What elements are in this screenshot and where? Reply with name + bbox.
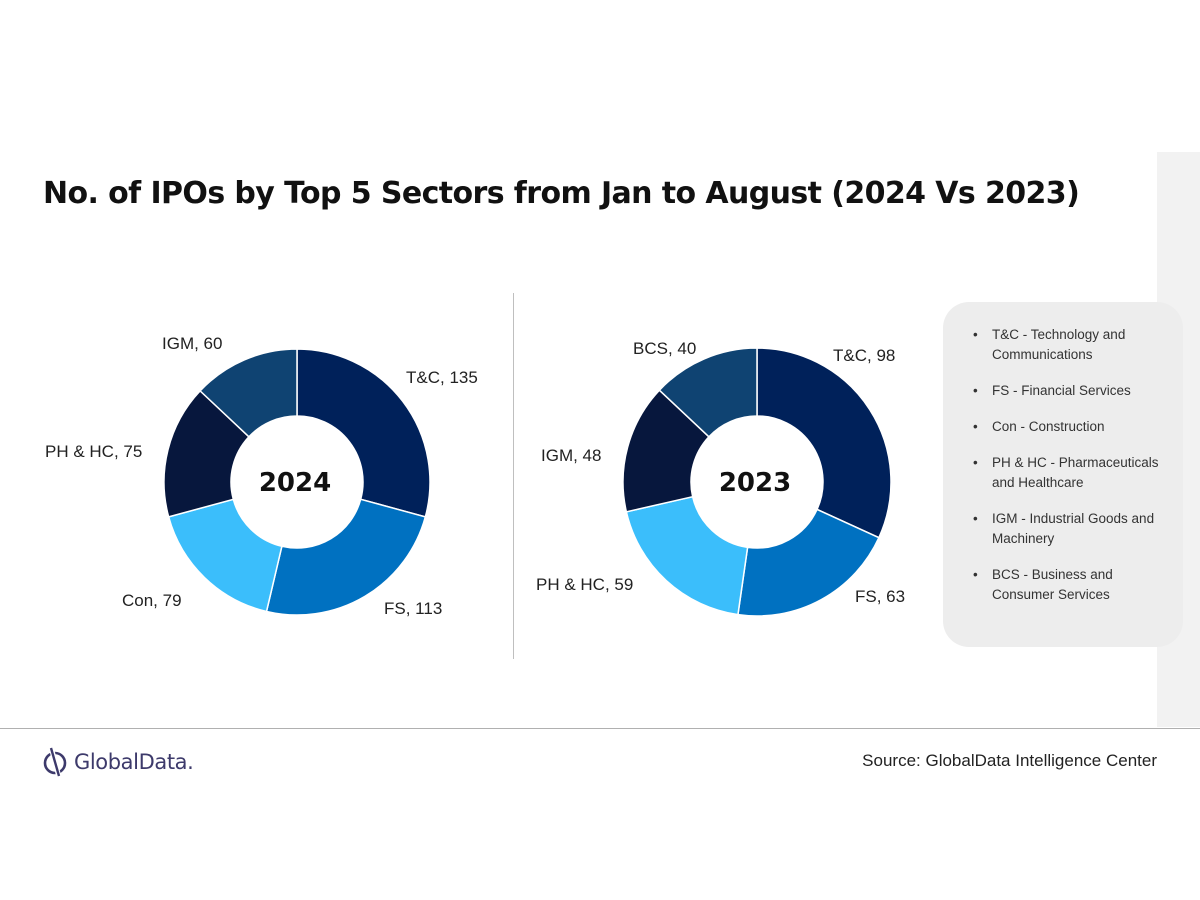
donut-center-label-2023: 2023 [719, 468, 791, 498]
logo-text: GlobalData. [74, 750, 194, 774]
slice-label-2024-tc: T&C, 135 [406, 368, 478, 387]
footer-divider [0, 728, 1200, 729]
legend-item-tc: T&C - Technology and Communications [973, 325, 1162, 365]
slice-label-2024-phhc: PH & HC, 75 [45, 442, 142, 461]
legend-item-bcs: BCS - Business and Consumer Services [973, 565, 1162, 605]
globaldata-logo-icon [43, 746, 67, 778]
legend-item-fs: FS - Financial Services [973, 381, 1162, 401]
legend-list: T&C - Technology and Communications FS -… [973, 325, 1169, 605]
slice-label-2023-fs: FS, 63 [855, 587, 905, 606]
abbreviation-legend: T&C - Technology and Communications FS -… [943, 302, 1183, 647]
donut-slice-2023-tc [756, 347, 892, 539]
donut-slice-2023-phhc [625, 495, 749, 616]
donut-slice-2023-bcs [658, 347, 758, 438]
chart-divider [513, 293, 514, 659]
slice-label-2024-con: Con, 79 [122, 591, 182, 610]
donut-center-label-2024: 2024 [259, 468, 331, 498]
donut-slice-2024-tc [296, 348, 431, 518]
slice-label-2024-igm: IGM, 60 [162, 334, 222, 353]
donut-slice-2024-igm [199, 348, 298, 438]
chart-title: No. of IPOs by Top 5 Sectors from Jan to… [43, 176, 1080, 211]
slice-label-2023-tc: T&C, 98 [833, 346, 895, 365]
globaldata-logo: GlobalData. [42, 745, 194, 779]
legend-item-con: Con - Construction [973, 417, 1162, 437]
donut-slice-2024-fs [265, 498, 427, 616]
donut-slice-2024-con [167, 498, 283, 613]
donut-slice-2024-phhc [163, 389, 250, 518]
legend-item-phhc: PH & HC - Pharmaceuticals and Healthcare [973, 453, 1162, 493]
slice-label-2023-igm: IGM, 48 [541, 446, 601, 465]
legend-item-igm: IGM - Industrial Goods and Machinery [973, 509, 1162, 549]
slice-label-2023-phhc: PH & HC, 59 [536, 575, 633, 594]
slice-label-2024-fs: FS, 113 [384, 599, 442, 618]
source-note: Source: GlobalData Intelligence Center [862, 751, 1157, 770]
slice-label-2023-bcs: BCS, 40 [633, 339, 696, 358]
donut-slice-2023-fs [737, 508, 880, 617]
